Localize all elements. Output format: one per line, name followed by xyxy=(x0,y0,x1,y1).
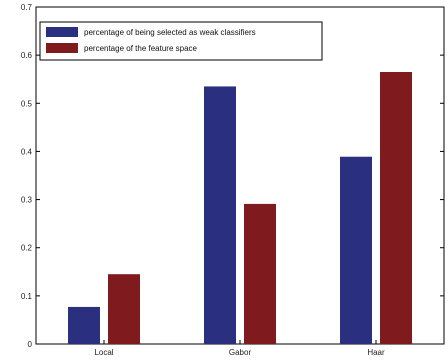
y-tick-label: 0 xyxy=(28,340,33,349)
y-tick-label: 0.5 xyxy=(21,99,33,108)
x-tick-label: Haar xyxy=(367,348,385,357)
x-axis: Local Gabor Haar xyxy=(94,340,385,357)
y-tick-label: 0.1 xyxy=(21,292,33,301)
bar-local-series-1 xyxy=(108,274,140,344)
bar-local-series-0 xyxy=(68,306,100,344)
legend-label-feature-space: percentage of the feature space xyxy=(84,44,198,53)
bar-haar-series-1 xyxy=(380,71,412,344)
legend-swatch-feature-space xyxy=(46,43,78,53)
x-tick-label: Local xyxy=(94,348,113,357)
plot-area xyxy=(35,6,445,345)
legend-label-selected: percentage of being selected as weak cla… xyxy=(84,28,256,37)
x-tick-label: Gabor xyxy=(229,348,252,357)
y-tick-label: 0.3 xyxy=(21,196,33,205)
y-axis: 0 0.1 0.2 0.3 0.4 0.5 0.6 0.7 xyxy=(21,3,444,349)
bar-gabor-series-1 xyxy=(244,203,276,344)
bar-haar-series-0 xyxy=(340,156,372,344)
bars-group xyxy=(68,71,412,344)
y-tick-label: 0.4 xyxy=(21,147,33,156)
legend: percentage of being selected as weak cla… xyxy=(39,21,323,61)
legend-swatch-selected xyxy=(46,27,78,37)
bar-gabor-series-0 xyxy=(204,86,236,344)
y-tick-label: 0.7 xyxy=(21,3,33,12)
legend-box xyxy=(39,21,323,61)
y-tick-label: 0.6 xyxy=(21,51,33,60)
y-tick-label: 0.2 xyxy=(21,244,33,253)
